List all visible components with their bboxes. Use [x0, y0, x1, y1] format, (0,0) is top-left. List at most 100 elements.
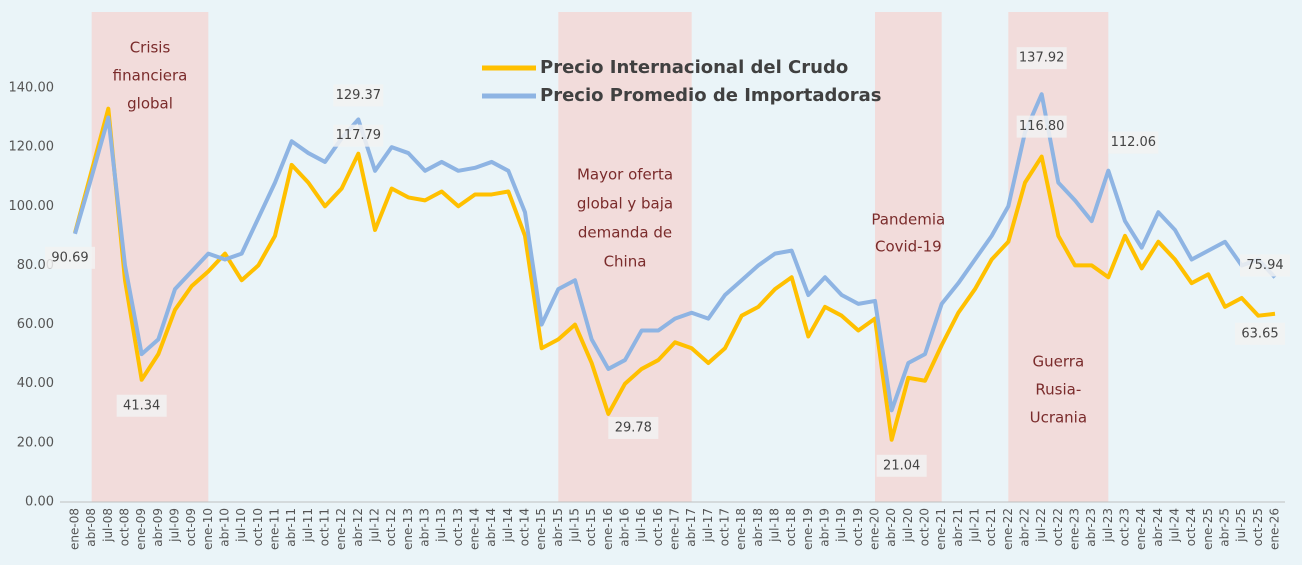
y-tick-label: 100.00 [9, 199, 55, 214]
shaded-period [91, 12, 209, 502]
x-tick-label: ene-21 [934, 508, 948, 550]
legend-label: Precio Internacional del Crudo [540, 57, 848, 78]
x-tick-label: abr-15 [551, 508, 565, 547]
value-label: 63.65 [1241, 326, 1278, 341]
x-tick-label: jul-11 [301, 508, 315, 543]
x-tick-label: abr-22 [1018, 508, 1032, 547]
x-tick-label: jul-12 [368, 508, 382, 543]
period-label: Ucrania [1030, 409, 1087, 427]
x-tick-label: jul-13 [434, 508, 448, 543]
x-tick-label: jul-23 [1101, 508, 1115, 543]
x-tick-label: oct-22 [1051, 508, 1065, 546]
legend-label: Precio Promedio de Importadoras [540, 85, 882, 106]
value-label: 117.79 [336, 128, 382, 143]
period-label: global [127, 95, 173, 113]
x-tick-label: abr-12 [351, 508, 365, 547]
x-tick-label: abr-17 [684, 508, 698, 547]
value-label-bg [608, 416, 659, 439]
y-tick-label: 80.00 [17, 258, 54, 273]
x-tick-label: oct-10 [251, 508, 265, 546]
period-label: Mayor oferta [577, 166, 673, 184]
value-label-bg [1108, 131, 1159, 154]
x-tick-label: ene-10 [201, 508, 215, 550]
x-tick-label: abr-09 [151, 508, 165, 547]
x-tick-label: oct-21 [984, 508, 998, 546]
value-label: 116.80 [1019, 119, 1065, 134]
value-label: 129.37 [336, 88, 382, 103]
x-tick-label: jul-18 [768, 508, 782, 543]
x-tick-label: ene-18 [734, 508, 748, 550]
x-tick-label: oct-25 [1251, 508, 1265, 546]
y-tick-label: 0.00 [25, 495, 54, 510]
x-tick-label: abr-18 [751, 508, 765, 547]
x-tick-label: oct-14 [518, 508, 532, 546]
value-label-bg [116, 394, 167, 417]
x-tick-label: oct-20 [918, 508, 932, 546]
period-label: Guerra [1033, 353, 1085, 371]
shaded-period [875, 12, 942, 502]
x-tick-label: ene-16 [601, 508, 615, 550]
x-tick-label: oct-18 [784, 508, 798, 546]
x-tick-label: jul-19 [834, 508, 848, 543]
value-label: 137.92 [1019, 51, 1065, 66]
x-tick-label: ene-23 [1068, 508, 1082, 550]
series-line [73, 106, 1276, 442]
period-label: financiera [113, 67, 188, 85]
x-tick-label: ene-08 [68, 508, 82, 550]
value-label: 29.78 [615, 420, 652, 435]
value-label: 21.04 [883, 458, 920, 473]
x-tick-label: abr-19 [818, 508, 832, 547]
x-tick-label: oct-11 [318, 508, 332, 546]
x-tick-label: jul-25 [1234, 508, 1248, 543]
series-line [73, 92, 1277, 413]
x-tick-label: oct-12 [384, 508, 398, 546]
x-tick-label: jul-15 [568, 508, 582, 543]
y-tick-label: 120.00 [9, 140, 55, 155]
x-tick-label: ene-13 [401, 508, 415, 550]
x-tick-label: ene-20 [868, 508, 882, 550]
period-label: China [604, 253, 647, 271]
x-tick-label: oct-16 [651, 508, 665, 546]
x-tick-label: oct-17 [718, 508, 732, 546]
x-tick-label: oct-08 [118, 508, 132, 546]
x-tick-label: ene-12 [334, 508, 348, 550]
value-label-bg [1235, 322, 1285, 345]
x-tick-label: abr-14 [484, 508, 498, 547]
x-tick-label: ene-24 [1134, 508, 1148, 550]
x-tick-label: abr-23 [1084, 508, 1098, 547]
value-label: 41.34 [123, 398, 160, 413]
x-tick-label: ene-26 [1268, 508, 1282, 550]
period-label: Covid-19 [875, 238, 942, 256]
x-tick-label: abr-10 [218, 508, 232, 547]
x-tick-label: jul-17 [701, 508, 715, 543]
x-tick-label: jul-21 [968, 508, 982, 543]
x-tick-label: jul-08 [101, 508, 115, 543]
x-tick-label: ene-15 [534, 508, 548, 550]
x-tick-label: abr-08 [84, 508, 98, 547]
x-tick-label: abr-11 [284, 508, 298, 547]
x-tick-label: oct-23 [1118, 508, 1132, 546]
x-tick-label: abr-25 [1218, 508, 1232, 547]
x-tick-label: jul-20 [901, 508, 915, 543]
x-tick-label: ene-22 [1001, 508, 1015, 550]
x-tick-label: ene-19 [801, 508, 815, 550]
period-label: Pandemia [871, 211, 945, 229]
period-label: Rusia- [1035, 381, 1081, 399]
value-label-bg [876, 454, 927, 477]
value-label: 75.94 [1246, 258, 1283, 273]
value-label-bg [333, 84, 384, 107]
value-label: 112.06 [1111, 135, 1157, 150]
x-tick-label: oct-13 [451, 508, 465, 546]
x-tick-label: jul-24 [1168, 508, 1182, 543]
x-tick-label: jul-09 [168, 508, 182, 543]
x-tick-label: ene-17 [668, 508, 682, 550]
y-tick-label: 40.00 [17, 376, 54, 391]
value-label-bg [1016, 47, 1067, 70]
period-label: global y baja [577, 195, 673, 213]
x-tick-label: abr-16 [618, 508, 632, 547]
x-tick-label: jul-22 [1034, 508, 1048, 543]
x-tick-label: abr-20 [884, 508, 898, 547]
x-tick-label: abr-24 [1151, 508, 1165, 547]
